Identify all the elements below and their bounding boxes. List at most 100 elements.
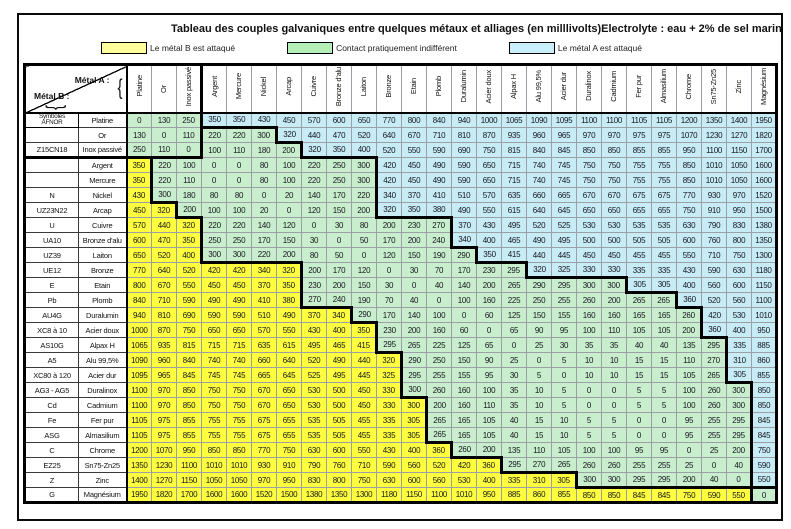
matrix-cell: 100 — [276, 157, 302, 174]
matrix-cell: 400 — [726, 322, 752, 339]
matrix-cell: 0 — [126, 111, 152, 129]
matrix-cell: 200 — [301, 262, 327, 279]
matrix-cell: 640 — [526, 202, 552, 219]
matrix-cell: 715 — [201, 337, 227, 354]
matrix-cell: 520 — [376, 142, 402, 159]
matrix-cell: 560 — [701, 277, 727, 294]
matrix-cell: 1270 — [151, 472, 177, 489]
matrix-cell: 1105 — [626, 111, 652, 129]
matrix-cell: 400 — [476, 472, 502, 489]
legend-swatch-green — [287, 42, 334, 54]
row-symbol — [24, 172, 79, 189]
matrix-cell: 200 — [376, 217, 402, 234]
matrix-cell: 95 — [676, 427, 702, 444]
matrix-cell: 320 — [276, 127, 302, 145]
matrix-cell: 1070 — [151, 442, 177, 459]
matrix-cell: 260 — [576, 457, 602, 474]
matrix-cell: 305 — [401, 427, 428, 444]
matrix-cell: 30 — [326, 217, 352, 234]
matrix-cell: 290 — [451, 247, 478, 264]
matrix-cell: 935 — [151, 337, 177, 354]
matrix-cell: 200 — [176, 202, 202, 220]
matrix-cell: 415 — [351, 337, 378, 354]
matrix-cell: 600 — [326, 442, 352, 459]
row-symbol: UZ23N22 — [24, 202, 79, 219]
matrix-cell: 140 — [251, 217, 277, 234]
matrix-cell: 615 — [501, 202, 527, 219]
matrix-cell: 960 — [151, 352, 177, 369]
matrix-cell: 20 — [276, 187, 302, 204]
matrix-cell: 50 — [326, 247, 352, 264]
matrix-cell: 1095 — [551, 111, 577, 129]
matrix-cell: 570 — [476, 187, 502, 204]
matrix-cell: 510 — [251, 307, 277, 324]
matrix-cell: 320 — [526, 262, 552, 280]
table-row: Z15CN18 Inox passivé 250 110 0 100 110 180 200 32… — [24, 142, 777, 160]
table-row: Fe Fer pur 1105 975 855 755 755 675 655 535 505 455… — [24, 412, 777, 429]
matrix-cell: 265 — [501, 277, 527, 294]
matrix-cell: 570 — [126, 217, 152, 234]
matrix-cell: 270 — [526, 457, 552, 475]
matrix-cell: 125 — [501, 307, 527, 324]
electrolyte-note: Electrolyte : eau + 2% de sel marin — [601, 23, 782, 35]
matrix-cell: 10 — [601, 367, 627, 384]
matrix-cell: 295 — [726, 427, 753, 444]
matrix-cell: 100 — [676, 397, 702, 414]
matrix-cell: 750 — [201, 382, 227, 399]
matrix-cell: 160 — [601, 307, 627, 324]
matrix-cell: 350 — [226, 111, 252, 130]
matrix-cell: 5 — [651, 397, 677, 414]
matrix-cell: 1600 — [751, 157, 777, 174]
matrix-cell: 300 — [576, 472, 602, 490]
matrix-cell: 1350 — [751, 232, 777, 249]
matrix-cell: 5 — [551, 352, 577, 369]
matrix-cell: 135 — [501, 442, 527, 459]
matrix-cell: 0 — [551, 367, 577, 384]
matrix-cell: 450 — [351, 397, 377, 414]
legend-label: Contact pratiquement indifférent — [336, 43, 457, 53]
matrix-cell: 1010 — [226, 457, 252, 474]
matrix-cell: 1600 — [226, 487, 252, 504]
legend-label: Le métal B est attaqué — [150, 43, 236, 53]
matrix-cell: 150 — [351, 277, 377, 294]
matrix-cell: 335 — [376, 427, 402, 444]
matrix-cell: 0 — [226, 172, 252, 189]
matrix-cell: 295 — [551, 277, 577, 294]
matrix-cell: 200 — [401, 232, 427, 249]
matrix-cell: 440 — [301, 127, 327, 144]
page-title: Tableau des couples galvaniques entre qu… — [171, 23, 602, 35]
matrix-cell: 860 — [526, 487, 552, 504]
matrix-cell: 690 — [176, 307, 202, 324]
matrix-cell: 1950 — [751, 111, 777, 129]
matrix-cell: 770 — [376, 111, 402, 129]
matrix-cell: 105 — [551, 442, 577, 459]
matrix-cell: 1950 — [126, 487, 152, 504]
matrix-cell: 750 — [676, 487, 702, 504]
matrix-cell: 260 — [701, 382, 727, 399]
matrix-cell: 755 — [626, 157, 652, 174]
matrix-cell: 450 — [576, 247, 602, 264]
matrix-cell: 270 — [426, 217, 453, 234]
matrix-cell: 430 — [251, 111, 277, 130]
matrix-cell: 600 — [126, 232, 152, 249]
matrix-cell: 790 — [301, 457, 327, 474]
matrix-cell: 0 — [376, 262, 402, 279]
matrix-cell: 1050 — [226, 472, 252, 489]
matrix-cell: 500 — [601, 232, 627, 249]
matrix-cell: 1100 — [126, 382, 152, 399]
matrix-cell: 590 — [451, 157, 477, 174]
matrix-cell: 590 — [226, 307, 252, 324]
matrix-cell: 930 — [701, 187, 727, 204]
matrix-cell: 335 — [626, 262, 652, 279]
matrix-cell: 100 — [576, 442, 602, 459]
matrix-cell: 110 — [526, 442, 552, 459]
matrix-cell: 240 — [426, 232, 453, 249]
matrix-cell: 710 — [701, 247, 727, 264]
matrix-cell: 255 — [701, 412, 727, 429]
matrix-cell: 970 — [576, 127, 602, 144]
matrix-cell: 810 — [151, 307, 177, 324]
matrix-cell: 5 — [601, 427, 627, 444]
matrix-cell: 160 — [476, 292, 502, 309]
table-row: EZ25 Sn75-Zn25 1350 1230 1100 1010 1010 930 910 7… — [24, 457, 777, 475]
row-name: Acier doux — [78, 322, 128, 339]
